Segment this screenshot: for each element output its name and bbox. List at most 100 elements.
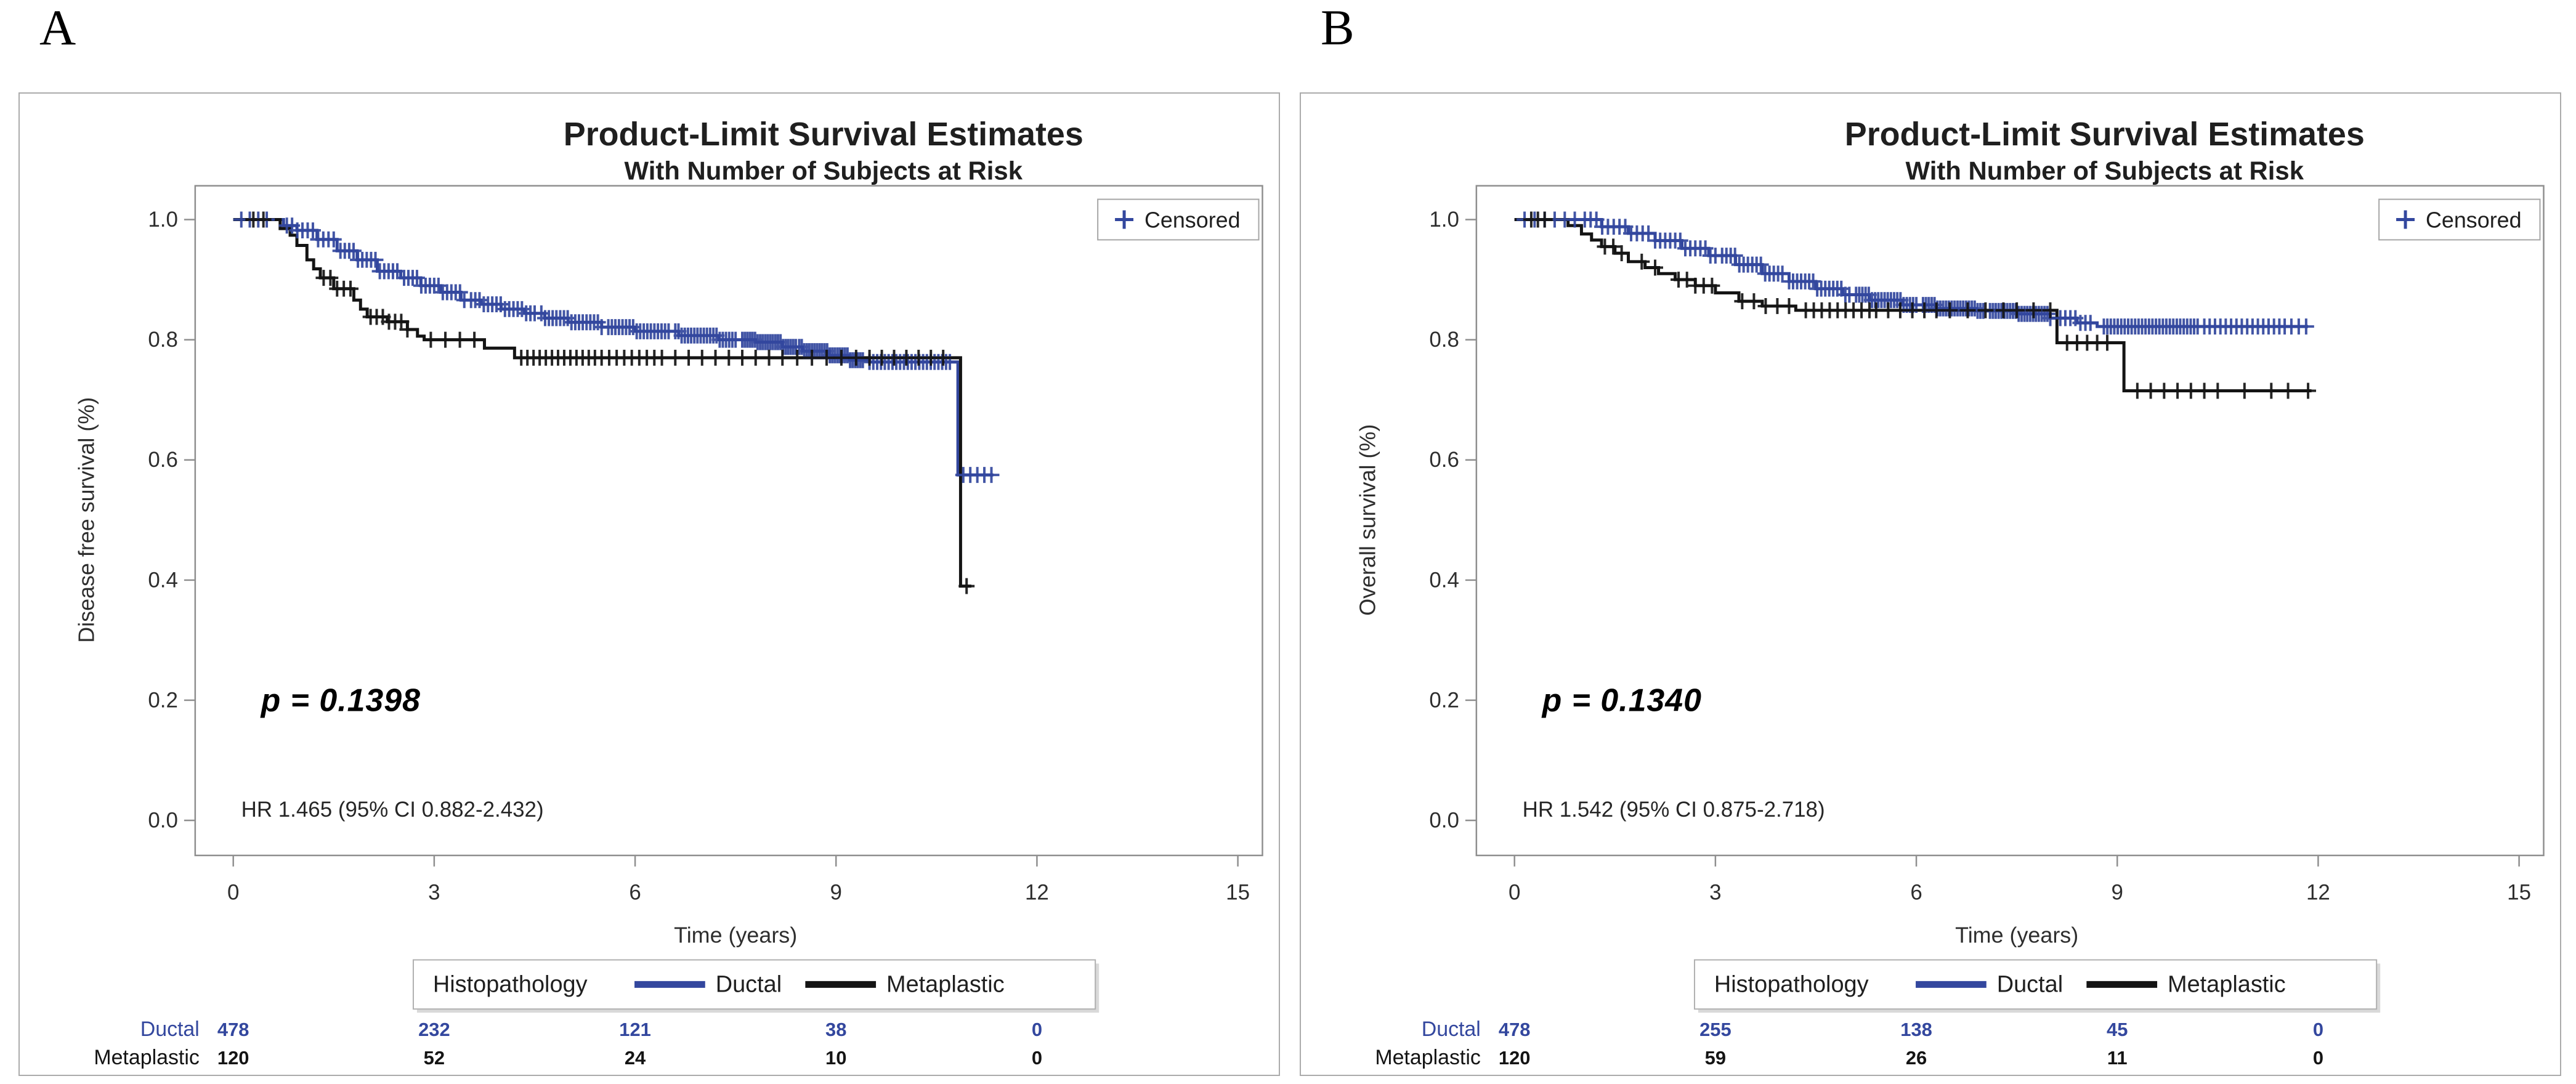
censor-plus-icon [1959,302,1976,318]
y-tick-label: 0.4 [148,568,178,592]
censor-plus-icon [747,349,764,366]
panel-title: Product-Limit Survival Estimates [1845,116,2365,153]
censor-plus-icon [1727,248,1743,264]
at-risk-count: 0 [1032,1019,1042,1040]
censor-plus-icon [2156,382,2173,399]
series-legend: Histopathology Ductal Metaplastic [1693,959,2381,1013]
censor-plus-icon [654,349,670,366]
at-risk-count: 255 [1699,1019,1732,1040]
censored-plus-icon [1115,210,1134,229]
at-risk-row-ductal: Ductal 478 255 138 45 0 [1422,1017,2323,1041]
censor-plus-icon [1781,297,1797,314]
at-risk-table: Ductal 478 232 121 38 0 Metaplastic 120 52 24 10 0 [94,1017,1042,1069]
censor-plus-icon [774,349,791,366]
censor-plus-icon [2182,382,2199,399]
legend-box [1693,959,2378,1010]
y-tick-label: 0.6 [1429,448,1459,472]
at-risk-row-ductal: Ductal 478 232 121 38 0 [140,1017,1042,1041]
figure-panel-letter-a: A [39,0,76,55]
at-risk-table: Ductal 478 255 138 45 0 Metaplastic 120 59 26 11 0 [1375,1017,2323,1069]
at-risk-count: 478 [1499,1019,1531,1040]
y-tick-label: 0.8 [1429,328,1459,352]
censor-plus-icon [681,349,697,366]
survival-plot-panel-b: Product-Limit Survival Estimates With Num… [1300,92,2561,1076]
censor-plus-icon [389,263,405,280]
censored-legend-label: Censored [1144,208,1241,232]
x-tick-label: 3 [428,881,440,905]
censor-plus-icon [2129,382,2145,399]
survival-plot-panel-a: Product-Limit Survival Estimates With Num… [18,92,1280,1076]
km-plot-a: Product-Limit Survival Estimates With Num… [74,116,1263,1069]
censor-plus-icon [1977,302,1994,318]
legend-entry-ductal: Ductal [716,971,782,997]
plot-frame [194,185,1263,857]
censor-plus-icon [983,467,1000,483]
panel-title: Product-Limit Survival Estimates [564,116,1083,153]
censor-plus-icon [2082,315,2099,331]
censor-plus-icon [2042,302,2059,318]
x-tick-label: 3 [1709,881,1721,905]
x-axis-title: Time (years) [1955,923,2078,948]
censored-plus-icon [2396,210,2415,229]
x-axis-title: Time (years) [674,923,797,948]
at-risk-count: 45 [2107,1019,2128,1040]
x-tick-label: 15 [2507,881,2531,905]
censor-plus-icon [1613,245,1630,262]
y-tick-label: 0.0 [1429,809,1459,833]
censor-plus-icon [1928,302,1945,318]
censor-plus-icon [2298,318,2314,335]
y-tick-label: 0.2 [1429,688,1459,712]
y-axis-title: Disease free survival (%) [74,397,99,643]
censor-plus-icon [833,349,849,366]
at-risk-count: 24 [625,1047,646,1069]
censored-legend: Censored [2378,198,2541,241]
at-risk-count: 10 [825,1047,846,1069]
censor-plus-icon [734,349,750,366]
censor-marks-ductal [1517,211,2314,335]
censor-plus-icon [325,231,342,248]
at-risk-count: 11 [2107,1047,2128,1069]
x-tick-label: 6 [629,881,641,905]
censor-plus-icon [437,331,453,348]
censor-plus-icon [2280,382,2296,399]
censor-marks-metaplastic [245,211,975,594]
censor-plus-icon [2099,334,2115,351]
censored-legend-label: Censored [2426,208,2522,232]
series-legend: Histopathology Ductal Metaplastic [412,959,1100,1013]
censor-plus-icon [819,349,835,366]
at-risk-count: 26 [1906,1047,1927,1069]
censor-plus-icon [1995,302,2012,318]
legend-entry-metaplastic: Metaplastic [886,971,1005,997]
at-risk-row-label: Ductal [140,1017,200,1041]
censor-plus-icon [804,349,820,366]
censor-plus-icon [466,331,483,348]
censor-plus-icon [1704,277,1720,294]
censor-plus-icon [2142,382,2159,399]
censor-plus-icon [694,349,710,366]
censor-plus-icon [2196,382,2213,399]
censor-plus-icon [789,349,806,366]
censor-plus-icon [707,349,724,366]
at-risk-count: 52 [424,1047,445,1069]
y-tick-label: 0.0 [148,809,178,833]
censor-plus-icon [1536,211,1553,228]
censored-legend: Censored [1097,198,1260,241]
censor-plus-icon [452,331,468,348]
panel-subtitle: With Number of Subjects at Risk [1906,156,2304,185]
legend-title: Histopathology [433,971,588,997]
censor-plus-icon [2300,382,2317,399]
at-risk-count: 0 [2313,1019,2323,1040]
censor-plus-icon [935,349,952,366]
censor-plus-icon [958,578,975,594]
censor-plus-icon [322,270,339,286]
censor-plus-icon [1805,273,1821,289]
km-plot-b: Product-Limit Survival Estimates With Num… [1355,116,2545,1069]
censor-plus-icon [408,270,425,286]
censor-marks-metaplastic [1523,211,2317,399]
x-tick-label: 12 [1025,881,1049,905]
y-tick-label: 1.0 [148,208,178,232]
censor-plus-icon [342,280,358,297]
x-tick-label: 15 [1226,881,1250,905]
censor-plus-icon [2209,382,2226,399]
y-axis-title: Overall survival (%) [1355,424,1380,616]
